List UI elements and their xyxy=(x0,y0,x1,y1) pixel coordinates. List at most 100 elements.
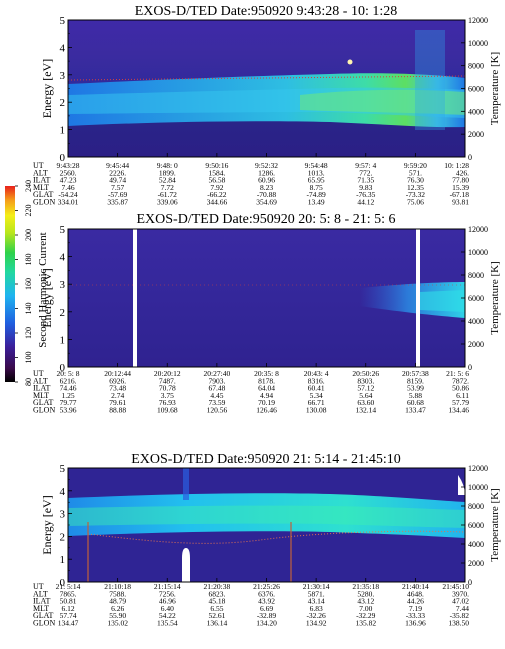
ephemeris-value: 77.80 xyxy=(452,176,469,185)
panel-2: EXOS-D/TED Date:950920 20: 5: 8 - 21: 5:… xyxy=(33,212,501,415)
ephemeris-value: 9:50:16 xyxy=(205,161,228,170)
ephemeris-value: 136.96 xyxy=(405,619,426,628)
panel-2-spectrogram xyxy=(68,229,465,367)
temperature-tick-label: 12000 xyxy=(468,225,488,234)
ephemeris-value: 1584. xyxy=(208,168,225,177)
ephemeris-value: 9:57: 4 xyxy=(355,161,376,170)
energy-tick-label: 1 xyxy=(60,125,66,137)
ephemeris-value: 1899. xyxy=(159,168,176,177)
ephemeris-value: 133.47 xyxy=(405,406,426,415)
energy-tick-label: 4 xyxy=(60,486,66,498)
ephemeris-value: -57.69 xyxy=(108,190,128,199)
ephemeris-value: 5.88 xyxy=(409,391,422,400)
ephemeris-value: 21:30:14 xyxy=(303,582,330,591)
ephemeris-value: 76.93 xyxy=(159,398,176,407)
temperature-tick-label: 6000 xyxy=(468,521,484,530)
ephemeris-value: 3.75 xyxy=(161,391,174,400)
ephemeris-value: 57.74 xyxy=(60,611,77,620)
ephemeris-value: 5871. xyxy=(308,589,325,598)
ephemeris-value: 7.92 xyxy=(210,183,223,192)
ephemeris-value: -73.32 xyxy=(406,190,426,199)
ephemeris-value: 73.59 xyxy=(208,398,225,407)
ephemeris-value: 134.92 xyxy=(306,619,327,628)
panel-1: EXOS-D/TED Date:950920 9:43:28 - 10: 1:2… xyxy=(33,4,501,207)
energy-tick-label: 3 xyxy=(60,509,66,521)
ephemeris-value: 7256. xyxy=(159,589,176,598)
colorbar-tick-label: 240 xyxy=(24,180,33,192)
ephemeris-value: 4648. xyxy=(407,589,424,598)
ephemeris-value: 3970. xyxy=(452,589,469,598)
temperature-tick-label: 2000 xyxy=(468,559,484,568)
energy-tick-label: 0 xyxy=(60,577,66,589)
temperature-tick-label: 4000 xyxy=(468,540,484,549)
ephemeris-value: 20:12:44 xyxy=(104,369,131,378)
ephemeris-value: 50.81 xyxy=(60,597,77,606)
energy-axis-label: Energy [eV] xyxy=(40,268,54,327)
ephemeris-value: 43.14 xyxy=(308,597,325,606)
ephemeris-value: 55.90 xyxy=(109,611,126,620)
ephemeris-value: 2226. xyxy=(109,168,126,177)
ephemeris-value: 8.23 xyxy=(260,183,273,192)
energy-axis-label: Energy [eV] xyxy=(40,59,54,118)
ephemeris-value: 49.74 xyxy=(109,176,126,185)
ephemeris-value: 46.96 xyxy=(159,597,176,606)
temperature-tick-label: 2000 xyxy=(468,130,484,139)
ephemeris-value: 52.84 xyxy=(159,176,176,185)
colorbar-tick-label: 180 xyxy=(24,254,33,266)
ephemeris-value: 93.81 xyxy=(452,198,469,207)
ephemeris-value: 109.68 xyxy=(157,406,178,415)
ephemeris-value: 7872. xyxy=(452,376,469,385)
ephemeris-value: 79.61 xyxy=(109,398,126,407)
energy-tick-label: 5 xyxy=(60,15,66,27)
ephemeris-value: 66.71 xyxy=(308,398,325,407)
ephemeris-value: 6376. xyxy=(258,589,275,598)
ephemeris-value: 772. xyxy=(359,168,372,177)
ephemeris-value: 21:20:38 xyxy=(204,582,231,591)
ephemeris-value: 334.01 xyxy=(58,198,79,207)
ephemeris-value: 134.20 xyxy=(256,619,277,628)
ephemeris-value: 132.14 xyxy=(355,406,376,415)
panel-3-title: EXOS-D/TED Date:950920 21: 5:14 - 21:45:… xyxy=(131,452,400,467)
ephemeris-value: 134.47 xyxy=(58,619,79,628)
ephemeris-value: 7.44 xyxy=(456,604,469,613)
ephemeris-value: 6926. xyxy=(109,376,126,385)
ephemeris-value: 9:52:32 xyxy=(255,161,278,170)
ephemeris-value: 7.72 xyxy=(161,183,174,192)
ephemeris-value: -32.89 xyxy=(257,611,277,620)
ephemeris-value: -35.82 xyxy=(450,611,470,620)
panel-1-spectrogram xyxy=(67,20,466,157)
temperature-tick-label: 10000 xyxy=(468,483,488,492)
colorbar-tick-label: 80 xyxy=(24,378,33,386)
energy-tick-label: 1 xyxy=(60,334,66,346)
ephemeris-value: 2.74 xyxy=(111,391,124,400)
ephemeris-value: 65.95 xyxy=(308,176,325,185)
ephemeris-value: 43.92 xyxy=(258,597,275,606)
colorbar-scale xyxy=(5,186,15,382)
temperature-tick-label: 0 xyxy=(468,363,472,372)
ephemeris-value: -76.35 xyxy=(356,190,376,199)
ephemeris-value: -74.89 xyxy=(306,190,326,199)
energy-tick-label: 5 xyxy=(60,224,66,236)
ephemeris-value: 335.87 xyxy=(107,198,128,207)
ephemeris-value: 74.46 xyxy=(60,384,77,393)
ephemeris-value: 1286. xyxy=(258,168,275,177)
ephemeris-value: -54.24 xyxy=(58,190,78,199)
ephemeris-value: 7.19 xyxy=(409,604,422,613)
temperature-tick-label: 4000 xyxy=(468,107,484,116)
ephemeris-value: 63.60 xyxy=(357,398,374,407)
ephemeris-value: 9:54:48 xyxy=(305,161,328,170)
ephemeris-row-label: ILAT xyxy=(33,176,50,185)
ephemeris-value: 48.79 xyxy=(109,597,126,606)
ephemeris-value: 20:27:40 xyxy=(204,369,231,378)
panel-3: EXOS-D/TED Date:950920 21: 5:14 - 21:45:… xyxy=(33,452,501,628)
ephemeris-value: 47.02 xyxy=(452,597,469,606)
ephemeris-value: 79.77 xyxy=(60,398,77,407)
temperature-axis-label: Temperature [K] xyxy=(489,52,501,125)
ephemeris-value: 6.69 xyxy=(260,604,273,613)
ephemeris-value: 13.49 xyxy=(308,198,325,207)
ephemeris-value: 6.26 xyxy=(111,604,124,613)
ephemeris-row-label: GLON xyxy=(33,619,55,628)
energy-tick-label: 2 xyxy=(60,531,66,543)
ephemeris-row-label: ILAT xyxy=(33,597,50,606)
energy-tick-label: 0 xyxy=(60,152,66,164)
